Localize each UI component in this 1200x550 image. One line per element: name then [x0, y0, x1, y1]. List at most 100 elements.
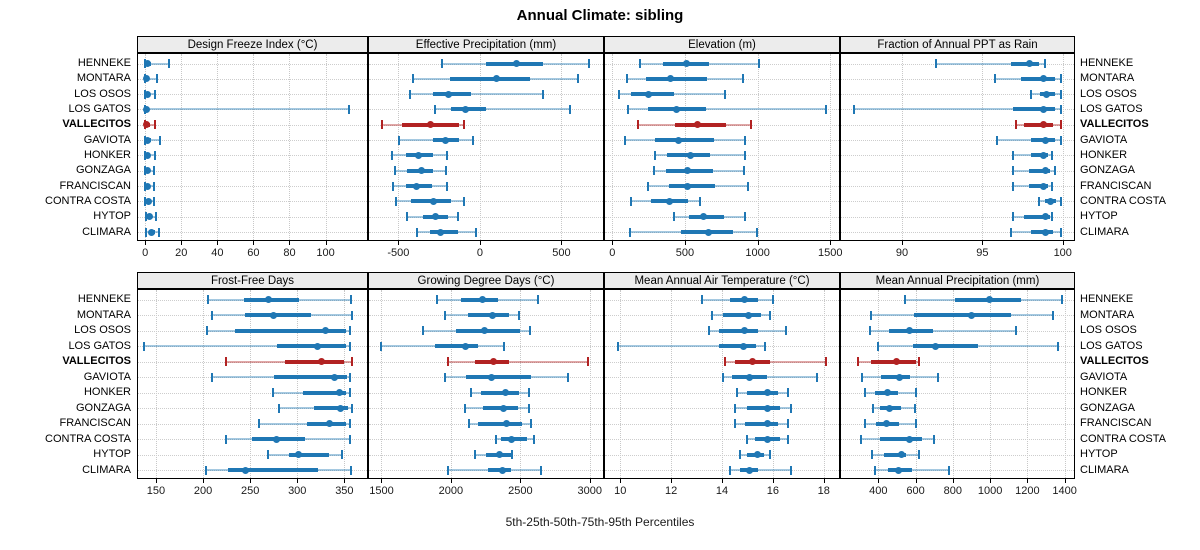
gridline-horizontal — [841, 330, 1074, 332]
axis-tick — [772, 479, 774, 483]
gridline-vertical — [823, 290, 825, 478]
median-dot — [905, 435, 913, 443]
gridline-horizontal — [369, 155, 603, 157]
gridline-horizontal — [369, 140, 603, 142]
gridline-horizontal — [138, 124, 367, 126]
gridline-vertical — [479, 54, 481, 240]
whisker-cap-p5 — [1015, 120, 1018, 130]
gridline-horizontal — [138, 201, 367, 203]
whisker-range — [617, 345, 766, 347]
gridline-horizontal — [369, 94, 603, 96]
panel-fraction-of-annual-ppt-as-rain — [840, 53, 1075, 241]
whisker-cap-p5 — [205, 326, 208, 335]
median-dot — [1039, 121, 1047, 129]
gridline-horizontal — [369, 170, 603, 172]
median-dot — [462, 342, 470, 350]
site-label-right-gaviota: GAVIOTA — [1080, 370, 1128, 383]
whisker-cap-p95 — [1060, 89, 1063, 99]
whisker-range — [723, 376, 818, 378]
gridline-horizontal — [841, 186, 1074, 188]
median-dot — [1047, 197, 1055, 205]
whisker-cap-p5 — [1011, 212, 1014, 222]
gridline-horizontal — [138, 155, 367, 157]
median-dot — [432, 213, 440, 221]
panel-header-effective-precipitation-mm: Effective Precipitation (mm) — [368, 36, 604, 53]
gridline-horizontal — [841, 201, 1074, 203]
median-dot — [496, 451, 504, 458]
iqr-bar — [449, 76, 531, 81]
panel-title: Frost-Free Days — [210, 274, 295, 287]
axis-tick-label: 800 — [943, 485, 962, 497]
whisker-cap-p95 — [511, 450, 514, 459]
whisker-cap-p95 — [445, 166, 448, 176]
iqr-bar — [273, 375, 348, 379]
median-dot — [318, 358, 326, 365]
iqr-bar — [912, 344, 978, 348]
whisker-cap-p95 — [349, 434, 352, 444]
whisker-cap-p5 — [994, 74, 997, 84]
whisker-cap-p95 — [1060, 295, 1063, 304]
whisker-cap-p95 — [152, 196, 155, 206]
whisker-cap-p95 — [1053, 166, 1056, 176]
whisker-cap-p95 — [764, 341, 767, 351]
site-label-left-los-gatos: LOS GATOS — [68, 339, 131, 352]
whisker-cap-p95 — [341, 450, 344, 459]
iqr-bar — [1024, 122, 1054, 127]
whisker-cap-p95 — [347, 104, 350, 114]
whisker-cap-p5 — [441, 59, 444, 68]
gridline-vertical — [1062, 54, 1064, 240]
gridline-horizontal — [605, 94, 839, 96]
site-label-left-contra-costa: CONTRA COSTA — [45, 194, 131, 207]
median-dot — [1041, 167, 1049, 175]
whisker-range — [143, 345, 351, 347]
median-dot — [666, 75, 674, 83]
iqr-bar — [276, 344, 347, 348]
panel-header-mean-annual-precipitation-mm: Mean Annual Precipitation (mm) — [840, 272, 1075, 289]
iqr-bar — [245, 313, 312, 317]
whisker-cap-p5 — [470, 388, 473, 397]
iqr-bar — [434, 344, 478, 348]
whisker-cap-p5 — [700, 295, 703, 304]
gridline-horizontal — [605, 155, 839, 157]
whisker-cap-p5 — [710, 310, 713, 320]
gridline-vertical — [450, 290, 452, 478]
whisker-cap-p5 — [443, 372, 446, 382]
gridline-vertical — [612, 54, 614, 240]
median-dot — [143, 167, 151, 175]
whisker-cap-p95 — [914, 419, 917, 428]
panel-title: Design Freeze Index (°C) — [187, 38, 318, 51]
gridline-horizontal — [605, 186, 839, 188]
gridline-horizontal — [841, 361, 1074, 363]
whisker-range — [853, 108, 1062, 111]
gridline-horizontal — [605, 423, 839, 425]
gridline-vertical — [145, 54, 147, 240]
panel-effective-precipitation-mm — [368, 53, 604, 241]
gridline-vertical — [990, 290, 992, 478]
whisker-cap-p5 — [406, 212, 409, 222]
whisker-cap-p5 — [864, 388, 867, 397]
site-label-right-contra-costa: CONTRA COSTA — [1080, 194, 1166, 207]
whisker-cap-p95 — [157, 227, 160, 237]
iqr-bar — [235, 328, 347, 333]
site-label-right-montara: MONTARA — [1080, 72, 1135, 85]
whisker-range — [724, 360, 827, 363]
median-dot — [502, 420, 510, 427]
whisker-cap-p5 — [444, 310, 447, 320]
whisker-cap-p5 — [736, 388, 739, 397]
panel-header-mean-annual-air-temperature-c: Mean Annual Air Temperature (°C) — [604, 272, 840, 289]
iqr-bar — [668, 184, 716, 189]
gridline-vertical — [915, 290, 917, 478]
whisker-cap-p5 — [422, 326, 425, 335]
gridline-horizontal — [605, 63, 839, 65]
whisker-cap-p95 — [539, 465, 542, 475]
site-label-left-franciscan: FRANCISCAN — [59, 179, 131, 192]
gridline-horizontal — [605, 454, 839, 456]
whisker-cap-p5 — [391, 181, 394, 191]
gridline-vertical — [772, 290, 774, 478]
site-label-right-honker: HONKER — [1080, 148, 1128, 161]
whisker-cap-p5 — [467, 419, 470, 428]
whisker-cap-p5 — [142, 341, 145, 351]
axis-tick — [878, 479, 880, 483]
whisker-cap-p95 — [1060, 227, 1063, 237]
median-dot — [1039, 105, 1047, 113]
